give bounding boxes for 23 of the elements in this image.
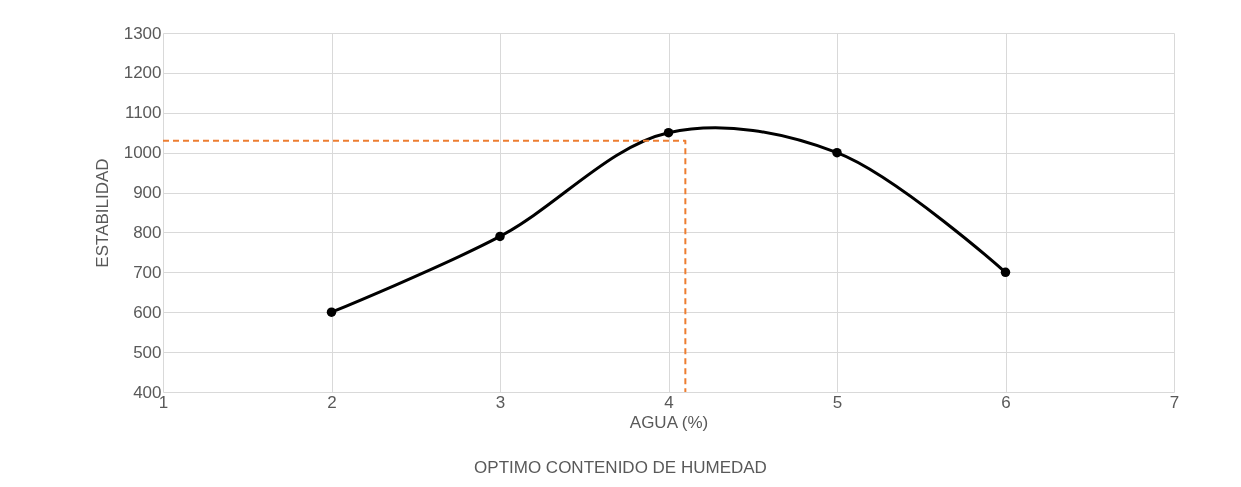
y-tick-label: 800 <box>133 222 162 242</box>
y-tick-label: 900 <box>133 183 162 203</box>
x-tick-label: 3 <box>495 392 506 412</box>
point <box>832 147 842 158</box>
y-tick-label: 1200 <box>123 63 162 83</box>
x-tick-label: 4 <box>664 392 674 412</box>
point <box>495 231 505 242</box>
y-tick-label: 700 <box>133 262 162 282</box>
point <box>663 127 674 138</box>
x-tick-label: 5 <box>832 392 843 412</box>
x-tick-label: 6 <box>1001 392 1011 412</box>
point <box>326 307 337 317</box>
y-tick-label: 600 <box>133 302 162 322</box>
y-axis-title: ESTABILIDAD <box>92 158 112 268</box>
text: OPTIMO CONTENIDO DE HUMEDAD <box>473 458 768 478</box>
x-axis-title: AGUA (%) <box>629 412 709 432</box>
x-tick-label: 7 <box>1169 392 1180 412</box>
y-tick-label: 1100 <box>124 103 162 123</box>
y-tick-label: 500 <box>133 342 162 362</box>
y-tick-label: 1300 <box>123 23 162 43</box>
x-tick-label: 2 <box>327 392 337 412</box>
point <box>1000 267 1011 278</box>
y-tick-label: 1000 <box>123 143 162 163</box>
